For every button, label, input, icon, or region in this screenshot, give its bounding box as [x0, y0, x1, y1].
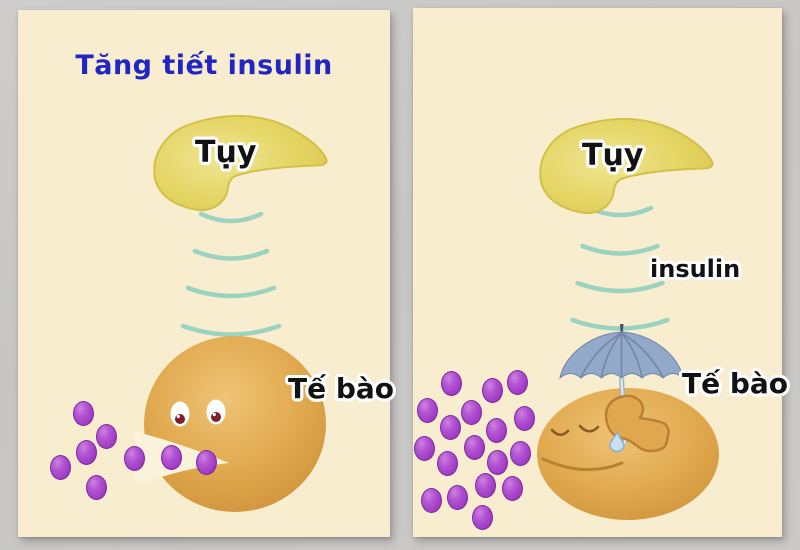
pancreas-label: Tụy — [582, 138, 644, 173]
pancreas-illustration — [153, 114, 328, 212]
closed-eye — [550, 428, 570, 437]
cell-body — [537, 388, 719, 520]
insulin-label: insulin — [650, 255, 741, 283]
panel-title: Tăng tiết insulin — [75, 50, 333, 81]
wave-arc — [198, 211, 264, 224]
umbrella-ribs — [580, 332, 664, 378]
glucose-dot — [86, 475, 107, 500]
glucose-dot — [417, 398, 438, 423]
wave-arc — [575, 280, 665, 294]
eye — [170, 401, 190, 427]
glucose-dot — [472, 505, 493, 530]
glucose-dot — [414, 436, 435, 461]
pancreas-shape — [539, 117, 714, 215]
pancreas-label: Tụy — [195, 135, 257, 170]
glucose-dot — [441, 371, 462, 396]
closed-eye — [578, 424, 600, 433]
eye — [206, 399, 226, 425]
pancreas-illustration — [539, 117, 714, 215]
cell-label: Tế bào — [288, 372, 395, 405]
wave-arc — [185, 285, 277, 299]
tear-drop — [609, 430, 625, 453]
glucose-dot — [437, 451, 458, 476]
glucose-dot — [507, 370, 528, 395]
glucose-dot — [482, 378, 503, 403]
glucose-dot — [510, 441, 531, 466]
wave-arc — [570, 317, 670, 331]
glucose-dot — [475, 473, 496, 498]
panel-insulin-resistance: Tụy insulin — [413, 8, 788, 537]
cell-illustration-happy — [134, 336, 326, 512]
glucose-dot — [461, 400, 482, 425]
glucose-dot — [440, 415, 461, 440]
cell-illustration-sad — [537, 388, 719, 520]
cell-label: Tế bào — [682, 367, 789, 400]
panel-increased-insulin: Tăng tiết insulin Tụy — [18, 10, 394, 537]
glucose-dot — [486, 418, 507, 443]
pancreas-shape — [153, 114, 328, 212]
glucose-dot — [73, 401, 94, 426]
wave-arc — [192, 248, 270, 261]
glucose-dot — [76, 440, 97, 465]
cell-body — [144, 336, 326, 512]
glucose-dot — [447, 485, 468, 510]
frown-mouth — [541, 457, 624, 472]
glucose-dot — [421, 488, 442, 513]
wave-arc — [180, 323, 282, 337]
cell-arm-holding-umbrella — [604, 394, 670, 453]
fist-and-arm — [604, 394, 670, 453]
glucose-dot — [487, 450, 508, 475]
umbrella-finial — [620, 324, 624, 334]
glucose-dot — [96, 424, 117, 449]
glucose-dot — [502, 476, 523, 501]
wave-arc — [580, 243, 660, 256]
glucose-dot — [514, 406, 535, 431]
glucose-dot — [50, 455, 71, 480]
glucose-dot — [464, 435, 485, 460]
